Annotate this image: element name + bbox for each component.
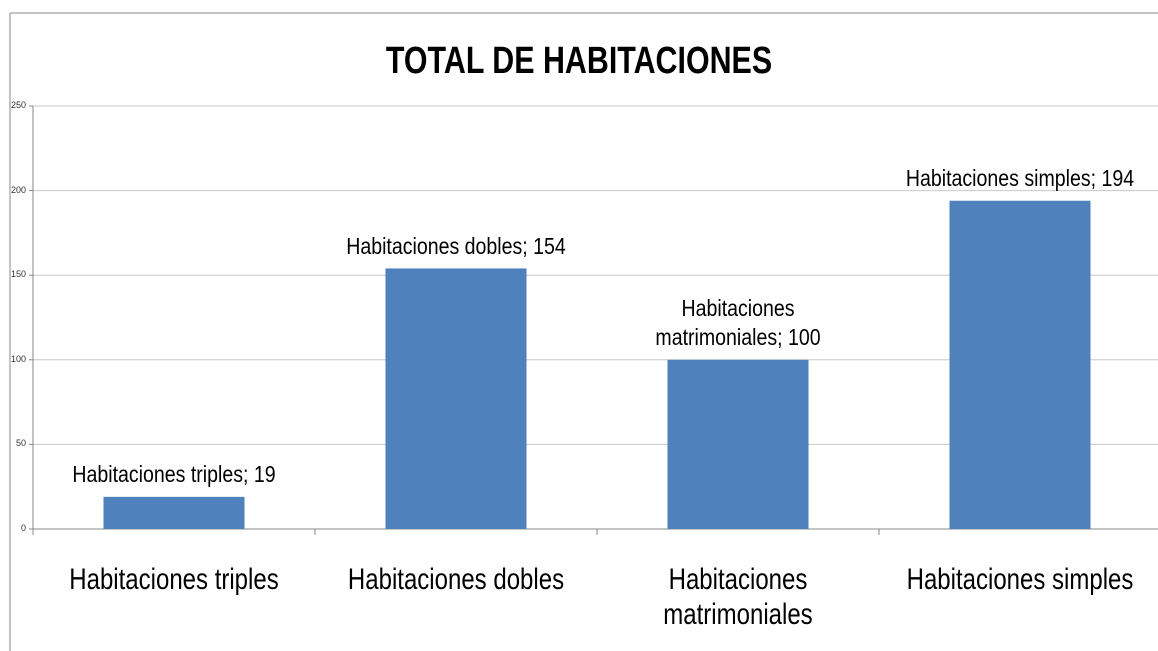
x-tick-label: Habitaciones dobles	[347, 563, 565, 596]
y-tick-label: 200	[10, 184, 26, 195]
y-tick-label: 0	[20, 523, 26, 533]
bar	[949, 200, 1091, 529]
x-tick-label: Habitaciones triples	[69, 563, 279, 596]
y-tick-label: 100	[10, 353, 26, 364]
x-tick-label: Habitaciones matrimoniales	[663, 563, 813, 632]
bar	[667, 359, 809, 529]
bar	[103, 496, 245, 529]
data-label: Habitaciones triples; 19	[72, 461, 276, 488]
x-tick-label: Habitaciones simples	[906, 563, 1134, 596]
chart-title: TOTAL DE HABITACIONES	[385, 40, 773, 82]
y-tick-label: 150	[10, 269, 26, 280]
bar	[385, 268, 527, 529]
y-tick-label: 50	[15, 438, 26, 449]
data-label: Habitaciones matrimoniales; 100	[655, 295, 821, 351]
y-tick-label: 250	[10, 100, 26, 110]
data-label: Habitaciones dobles; 154	[346, 232, 566, 259]
data-label: Habitaciones simples; 194	[905, 165, 1135, 192]
